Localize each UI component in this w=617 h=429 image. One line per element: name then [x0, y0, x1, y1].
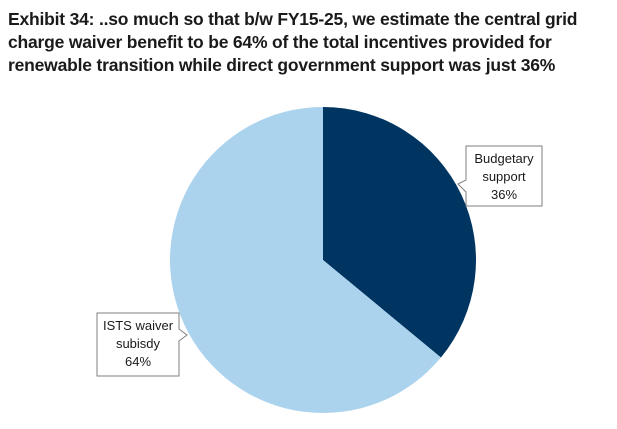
pie-callouts: Budgetary support 36% ISTS waiver subisdy 64% [96, 145, 543, 377]
slice-label-0: Budgetary support 36% [457, 145, 543, 207]
slice-label-line-0-1: support [482, 169, 526, 184]
slice-label-box-1 [96, 312, 188, 377]
chart-title: Exhibit 34: ..so much so that b/w FY15-2… [8, 9, 578, 75]
pie-slice-0 [323, 107, 477, 358]
slice-label-line-1-1: subisdy [116, 336, 161, 351]
slice-label-line-0-0: Budgetary [474, 151, 534, 166]
slice-label-line-0-2: 36% [491, 187, 517, 202]
pie-slices [170, 107, 477, 413]
slice-label-line-1-2: 64% [125, 354, 151, 369]
slice-label-1: ISTS waiver subisdy 64% [96, 312, 188, 377]
slice-label-line-1-0: ISTS waiver [103, 318, 174, 333]
pie-slice-1 [170, 107, 441, 413]
slice-label-box-0 [457, 145, 543, 207]
